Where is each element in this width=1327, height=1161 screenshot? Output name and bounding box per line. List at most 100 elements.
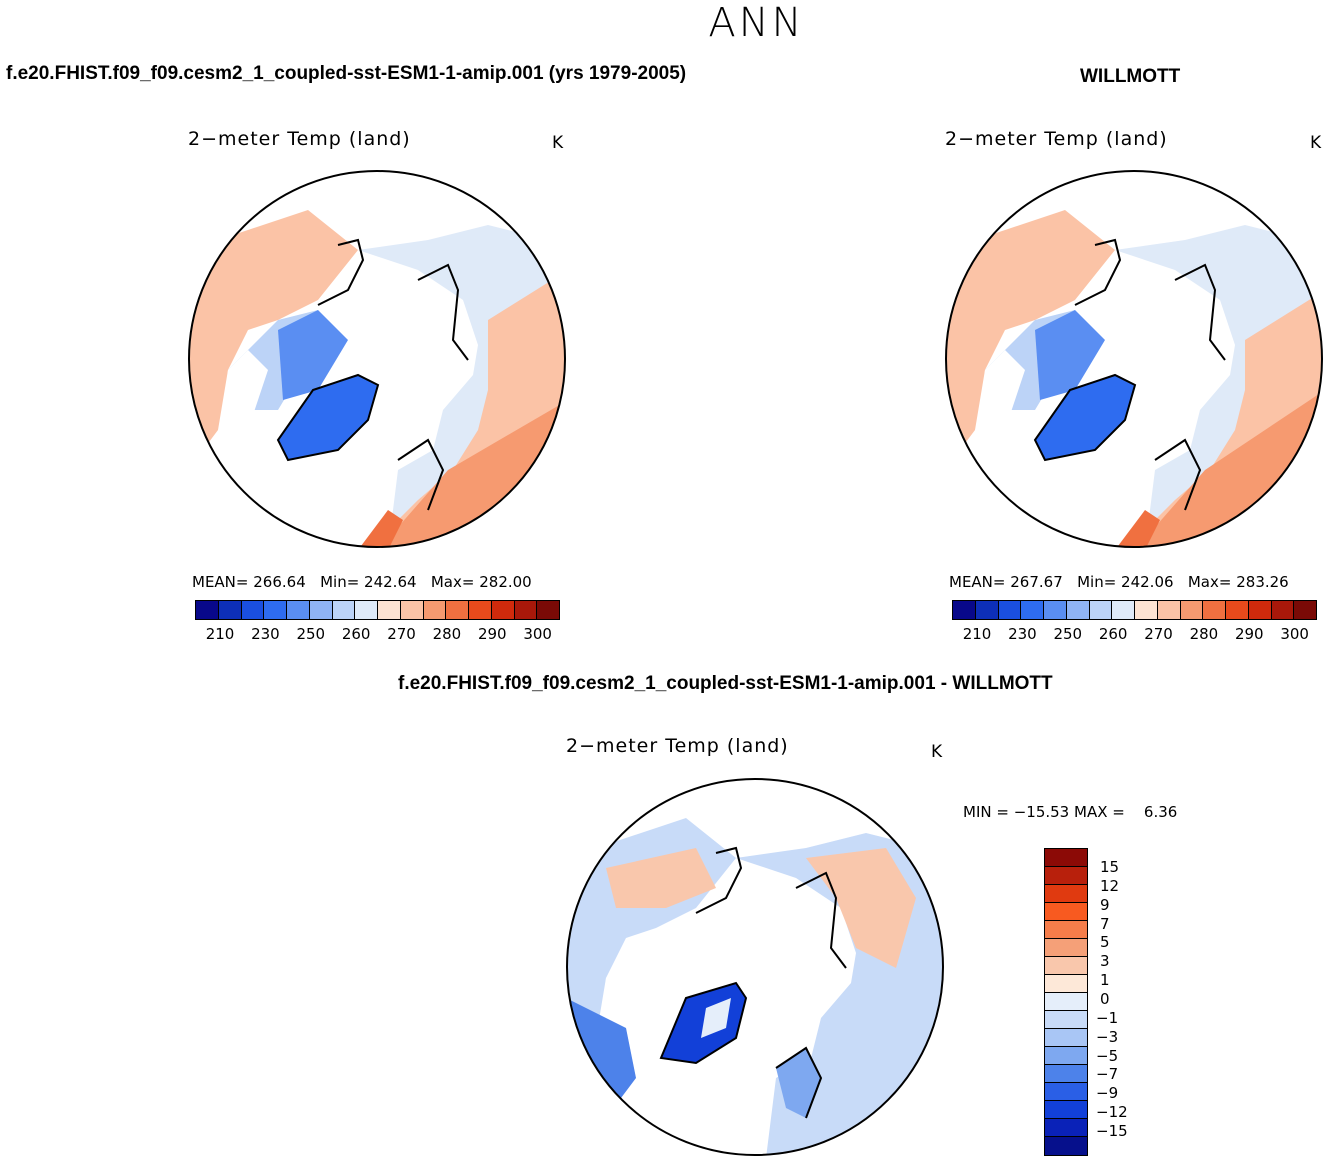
- north-america-land: [189, 210, 358, 470]
- colorbar-tick-label: 230: [251, 625, 280, 643]
- colorbar-swatch: [1021, 601, 1044, 619]
- colorbar-swatch: [1045, 993, 1087, 1011]
- diff-minmax: MIN = −15.53 MAX = 6.36: [963, 803, 1177, 821]
- right-max-label: Max=: [1187, 573, 1232, 591]
- colorbar-swatch: [309, 601, 333, 619]
- colorbar-swatch: [1066, 601, 1090, 619]
- colorbar-swatch: [1112, 601, 1135, 619]
- colorbar-swatch: [1203, 601, 1226, 619]
- colorbar-swatch: [469, 601, 492, 619]
- colorbar-swatch: [446, 601, 469, 619]
- left-max-label: Max=: [430, 573, 475, 591]
- left-units: K: [552, 133, 564, 153]
- colorbar-swatch: [1271, 601, 1295, 619]
- right-plot-title: 2−meter Temp (land): [945, 128, 1168, 150]
- colorbar-tick-label: 9: [1100, 895, 1110, 914]
- colorbar-tick-label: 12: [1100, 876, 1120, 895]
- colorbar-swatch: [264, 601, 287, 619]
- colorbar-swatch: [1135, 601, 1158, 619]
- colorbar-swatch: [1294, 601, 1316, 619]
- colorbar-tick-label: 280: [1189, 625, 1219, 643]
- right-min-value: 242.06: [1121, 573, 1174, 591]
- colorbar-swatch: [1045, 1083, 1087, 1101]
- colorbar-tick-label: 250: [1053, 625, 1083, 643]
- difference-colorbar: [1044, 848, 1088, 1156]
- colorbar-swatch: [1044, 601, 1067, 619]
- left-min-label: Min=: [320, 573, 360, 591]
- colorbar-tick-label: 270: [1144, 625, 1173, 643]
- right-stats: MEAN= 267.67 Min= 242.06 Max= 283.26: [949, 573, 1289, 591]
- colorbar-swatch: [241, 601, 265, 619]
- colorbar-tick-label: 15: [1100, 858, 1120, 876]
- colorbar-swatch: [423, 601, 447, 619]
- colorbar-tick-label: −12: [1096, 1103, 1128, 1122]
- right-colorbar-ticks: 210 230 250 260 270 280 290 300: [952, 625, 1315, 645]
- left-plot-title: 2−meter Temp (land): [188, 128, 411, 150]
- colorbar-swatch: [1045, 975, 1087, 993]
- right-colorbar: [952, 600, 1317, 620]
- left-polar-map: [188, 170, 566, 548]
- right-mean-value: 267.67: [1010, 573, 1063, 591]
- colorbar-swatch: [953, 601, 976, 619]
- colorbar-swatch: [1045, 921, 1087, 939]
- colorbar-tick-label: 290: [477, 625, 507, 643]
- left-mean-value: 266.64: [253, 573, 306, 591]
- colorbar-tick-label: −5: [1096, 1046, 1119, 1065]
- colorbar-tick-label: 300: [1280, 625, 1309, 643]
- colorbar-swatch: [537, 601, 559, 619]
- colorbar-swatch: [1248, 601, 1272, 619]
- diff-max-label: MAX =: [1074, 803, 1125, 821]
- colorbar-swatch: [1157, 601, 1181, 619]
- greenland: [276, 373, 380, 462]
- colorbar-tick-label: 230: [1008, 625, 1037, 643]
- left-max-value: 282.00: [479, 573, 532, 591]
- left-colorbar: [195, 600, 560, 620]
- model-case-label: f.e20.FHIST.f09_f09.cesm2_1_coupled-sst-…: [6, 63, 687, 84]
- colorbar-swatch: [998, 601, 1022, 619]
- left-stats: MEAN= 266.64 Min= 242.64 Max= 282.00: [192, 573, 532, 591]
- colorbar-tick-label: −9: [1096, 1084, 1119, 1103]
- colorbar-swatch: [1045, 849, 1087, 867]
- colorbar-tick-label: 210: [962, 625, 992, 643]
- difference-polar-map: [566, 778, 944, 1156]
- colorbar-swatch: [1045, 885, 1087, 903]
- colorbar-swatch: [1045, 1065, 1087, 1083]
- colorbar-swatch: [1180, 601, 1204, 619]
- colorbar-tick-label: −3: [1096, 1027, 1119, 1046]
- colorbar-tick-label: 260: [1098, 625, 1128, 643]
- colorbar-swatch: [1045, 1029, 1087, 1047]
- colorbar-tick-label: 270: [387, 625, 416, 643]
- colorbar-tick-label: −1: [1096, 1008, 1119, 1027]
- right-units: K: [1310, 133, 1322, 153]
- colorbar-swatch: [491, 601, 515, 619]
- colorbar-tick-label: −15: [1096, 1121, 1128, 1140]
- diff-plot-title: 2−meter Temp (land): [566, 735, 789, 757]
- difference-colorbar-labels: 15 12 9 7 5 3 1 0 −1 −3 −5 −7 −9 −12 −15: [1096, 848, 1158, 1158]
- colorbar-tick-label: 250: [296, 625, 326, 643]
- colorbar-swatch: [332, 601, 356, 619]
- diff-units: K: [931, 742, 943, 762]
- difference-case-label: f.e20.FHIST.f09_f09.cesm2_1_coupled-sst-…: [398, 673, 1053, 694]
- colorbar-tick-label: 290: [1234, 625, 1264, 643]
- colorbar-tick-label: 280: [432, 625, 462, 643]
- diff-min-value: −15.53: [1013, 803, 1070, 821]
- colorbar-swatch: [1226, 601, 1249, 619]
- colorbar-swatch: [1045, 1137, 1087, 1155]
- colorbar-swatch: [1045, 957, 1087, 975]
- right-mean-label: MEAN=: [949, 573, 1006, 591]
- colorbar-swatch: [1045, 1011, 1087, 1029]
- diff-max-value: 6.36: [1143, 803, 1178, 821]
- colorbar-swatch: [400, 601, 424, 619]
- colorbar-swatch: [975, 601, 999, 619]
- colorbar-swatch: [1045, 867, 1087, 885]
- colorbar-swatch: [378, 601, 401, 619]
- diff-min-label: MIN =: [963, 803, 1014, 821]
- colorbar-swatch: [218, 601, 242, 619]
- colorbar-swatch: [1045, 1047, 1087, 1065]
- colorbar-tick-label: 0: [1100, 989, 1110, 1008]
- figure-title: ANN: [708, 0, 805, 46]
- left-mean-label: MEAN=: [192, 573, 249, 591]
- colorbar-swatch: [196, 601, 219, 619]
- colorbar-tick-label: 5: [1100, 933, 1110, 952]
- colorbar-tick-label: 300: [523, 625, 552, 643]
